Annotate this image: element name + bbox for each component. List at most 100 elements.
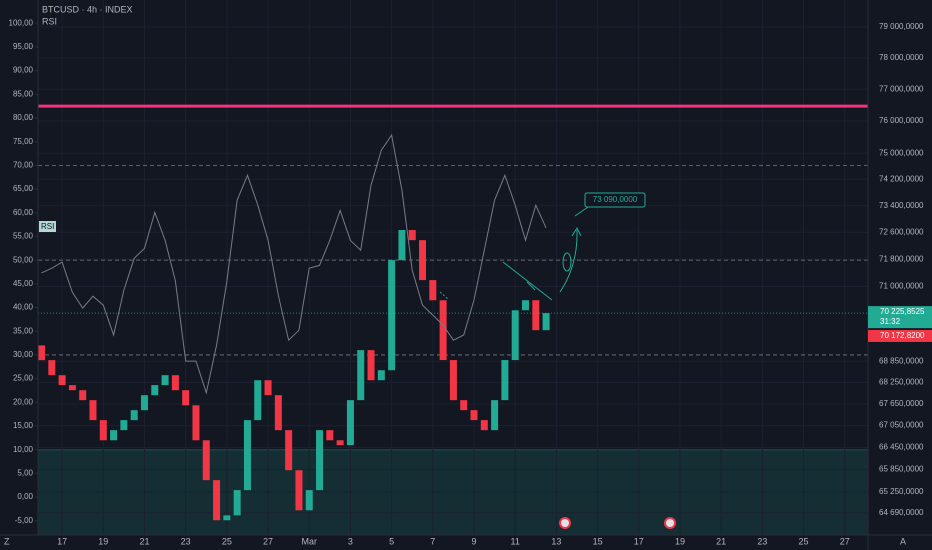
candle — [68, 385, 76, 391]
candle — [264, 380, 272, 396]
candle — [408, 230, 416, 241]
x-tick-label: 25 — [222, 536, 232, 546]
y-tick-label: 70,00 — [13, 160, 34, 169]
x-tick-label: 13 — [551, 536, 561, 546]
prev-price-label: 70 172,8200 — [880, 331, 925, 340]
candle — [243, 420, 251, 491]
ellipse — [562, 252, 572, 272]
candle — [48, 360, 56, 376]
y2-tick-label: 66 450,0000 — [879, 443, 924, 452]
y2-tick-label: 76 000,0000 — [879, 116, 924, 125]
y-tick-label: 5,00 — [17, 469, 33, 478]
candle — [449, 360, 457, 401]
y-tick-label: 10,00 — [13, 445, 34, 454]
candle — [336, 440, 344, 446]
y-tick-label: 35,00 — [13, 326, 34, 335]
y2-tick-label: 72 600,0000 — [879, 227, 924, 236]
y2-tick-label: 68 850,0000 — [879, 356, 924, 365]
x-tick-label: 5 — [389, 536, 394, 546]
x-tick-label: Mar — [301, 536, 317, 546]
candle — [254, 380, 262, 421]
candle — [151, 385, 159, 396]
candle — [295, 470, 303, 511]
candle — [491, 400, 499, 431]
y-tick-label: 95,00 — [13, 42, 34, 51]
countdown-label: 31:32 — [880, 317, 901, 326]
x-tick-label: 9 — [471, 536, 476, 546]
y2-tick-label: 65 850,0000 — [879, 465, 924, 474]
candle — [357, 350, 365, 401]
candle — [439, 300, 447, 361]
candle — [223, 515, 231, 521]
x-tick-label: 17 — [634, 536, 644, 546]
candle — [316, 430, 324, 491]
candle — [419, 240, 427, 281]
candle — [192, 405, 200, 441]
candle — [233, 490, 241, 516]
candle — [285, 430, 293, 471]
candle — [120, 420, 128, 431]
prev-price-tag — [868, 329, 932, 342]
y-tick-label: 40,00 — [13, 303, 34, 312]
y2-tick-label: 77 000,0000 — [879, 84, 924, 93]
x-tick-label: 27 — [263, 536, 273, 546]
y2-tick-label: 74 200,0000 — [879, 174, 924, 183]
rsi-zone — [38, 449, 868, 535]
y2-tick-label: 78 000,0000 — [879, 53, 924, 62]
rsi-line — [41, 133, 547, 395]
candle — [460, 400, 468, 411]
y2-tick-label: 71 000,0000 — [879, 282, 924, 291]
y2-tick-label: 79 000,0000 — [879, 22, 924, 31]
x-tick-label: 21 — [716, 536, 726, 546]
candle — [202, 440, 210, 481]
x-tick-label: 7 — [430, 536, 435, 546]
x-tick-label: 11 — [511, 536, 520, 546]
drawings — [439, 206, 589, 301]
candle — [511, 310, 519, 361]
trendline — [439, 291, 449, 300]
y2-tick-label: 73 400,0000 — [879, 201, 924, 210]
candle — [89, 400, 97, 421]
annotation-label: 73 090,0000 — [593, 195, 638, 204]
arrow — [559, 229, 578, 293]
candle — [182, 390, 190, 406]
callout-line — [574, 206, 589, 217]
candle — [532, 300, 540, 331]
y-tick-label: 65,00 — [13, 184, 34, 193]
x-tick-label: 25 — [799, 536, 809, 546]
candle — [521, 300, 529, 311]
trendline — [502, 261, 553, 301]
candle — [398, 230, 406, 261]
x-tick-label: 21 — [139, 536, 149, 546]
y2-tick-label: 75 000,0000 — [879, 148, 924, 157]
last-price-tag — [868, 306, 932, 329]
x-tick-label: 23 — [181, 536, 191, 546]
legend-entry: RSI — [42, 16, 57, 26]
y-tick-label: 60,00 — [13, 208, 34, 217]
candle — [367, 350, 375, 381]
trendline — [526, 281, 536, 291]
y-tick-label: 100,00 — [9, 18, 34, 27]
y-tick-label: 85,00 — [13, 89, 34, 98]
candle — [326, 430, 334, 441]
candle — [542, 313, 550, 331]
y-tick-label: 20,00 — [13, 397, 34, 406]
y2-tick-label: 67 650,0000 — [879, 399, 924, 408]
last-price-label: 70 225,8525 — [880, 307, 925, 316]
corner-button[interactable]: A — [900, 536, 906, 546]
corner-button[interactable]: Z — [4, 536, 10, 546]
x-tick-label: 27 — [840, 536, 850, 546]
candle — [161, 375, 169, 386]
y2-tick-label: 68 250,0000 — [879, 378, 924, 387]
candle — [130, 410, 138, 421]
candle — [58, 375, 66, 386]
candle — [346, 400, 354, 446]
candle — [305, 490, 313, 511]
candle — [501, 360, 509, 401]
candle — [274, 395, 282, 431]
y2-tick-label: 65 250,0000 — [879, 487, 924, 496]
candle — [99, 420, 107, 441]
y2-tick-label: 71 800,0000 — [879, 254, 924, 263]
